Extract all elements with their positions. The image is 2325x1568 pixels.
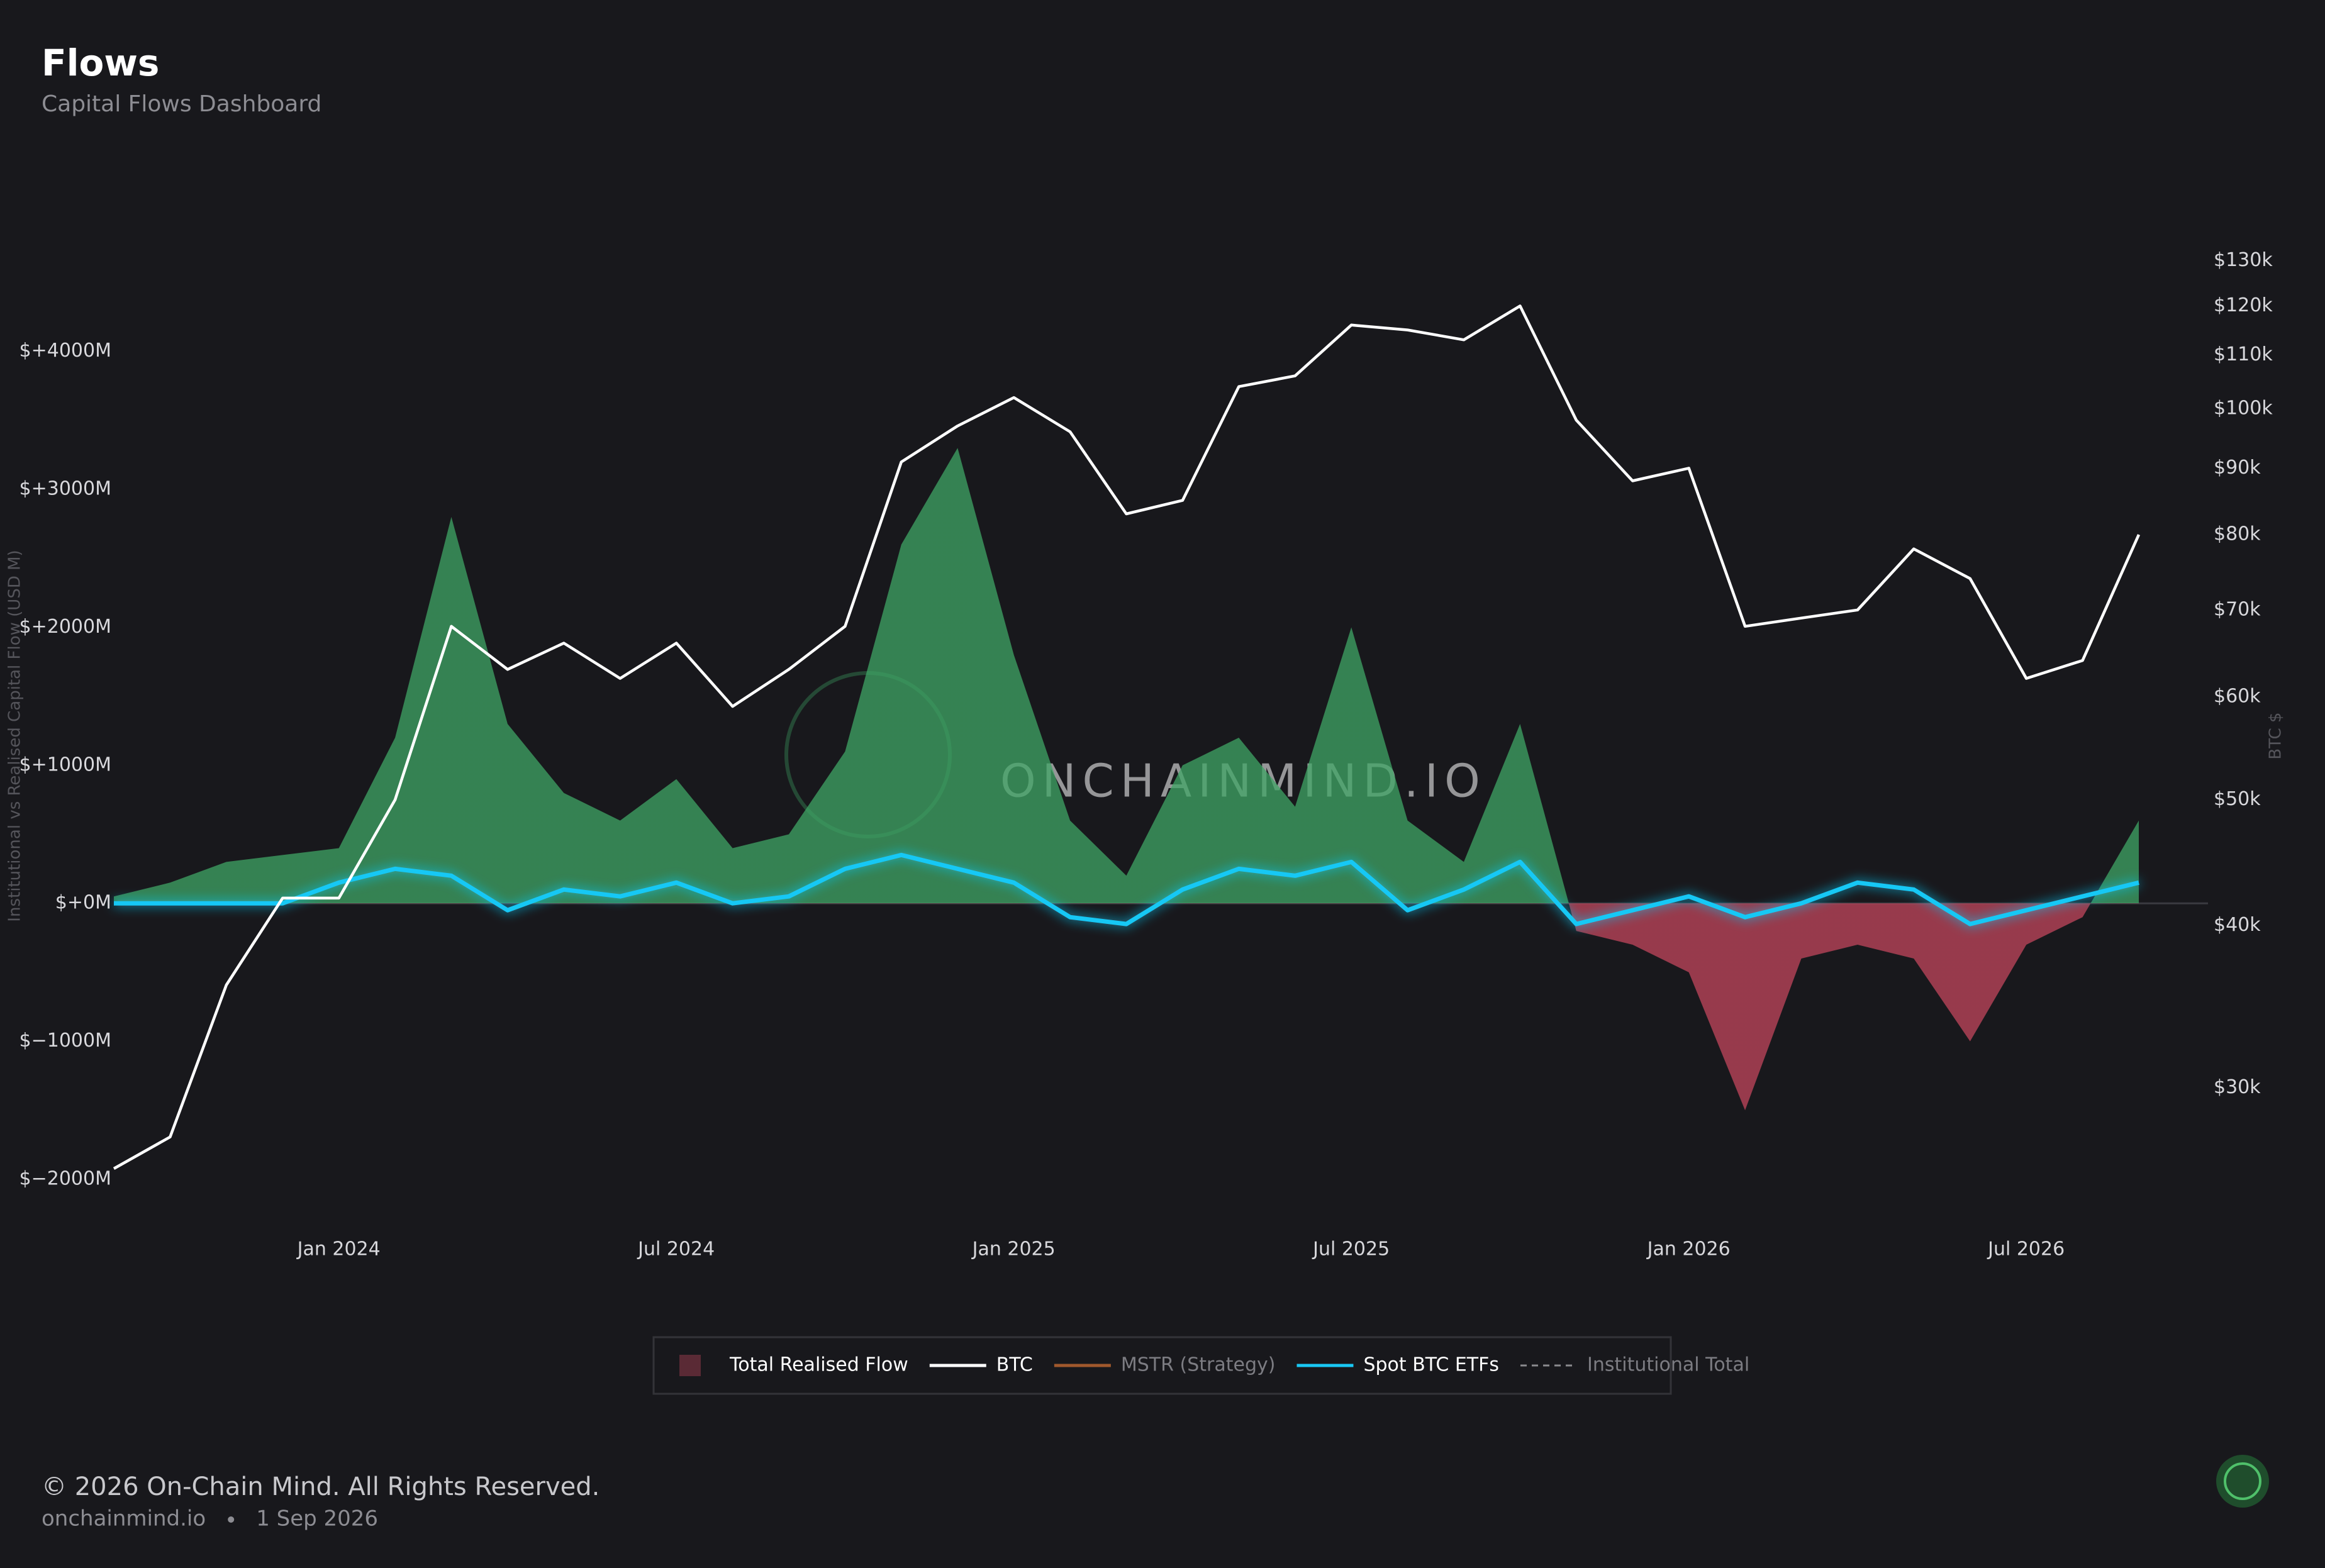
y2-tick-label: $120k: [2214, 294, 2273, 316]
logo: [2216, 1455, 2269, 1508]
y-tick-label: $+3000M: [20, 477, 111, 499]
y2-axis-title: BTC $: [2266, 712, 2285, 759]
x-tick-label: Jul 2024: [637, 1238, 715, 1260]
x-tick-label: Jan 2025: [971, 1238, 1056, 1260]
glow-line: [114, 852, 2139, 926]
chart-title: Flows: [42, 42, 159, 84]
x-tick-label: Jan 2024: [296, 1238, 381, 1260]
x-tick-label: Jul 2026: [1987, 1238, 2065, 1260]
y2-tick-label: $100k: [2214, 397, 2273, 419]
y2-tick-label: $80k: [2214, 523, 2261, 545]
legend-label: Spot BTC ETFs: [1363, 1354, 1499, 1376]
y2-tick-label: $90k: [2214, 457, 2261, 479]
y2-tick-label: $110k: [2214, 343, 2273, 365]
legend: Total Realised Flow BTC MSTR (Strategy) Spo…: [679, 1354, 1749, 1376]
y2-tick-label: $60k: [2214, 686, 2261, 708]
y-tick-label: $+2000M: [20, 616, 111, 638]
y-tick-label: $−2000M: [20, 1168, 111, 1190]
y2-tick-label: $50k: [2214, 788, 2261, 810]
y-tick-label: $+0M: [55, 892, 111, 914]
footer-copyright: © 2026 On-Chain Mind. All Rights Reserve…: [42, 1472, 599, 1501]
footer-separator: [228, 1516, 235, 1523]
line: [113, 304, 2141, 1170]
footer-site: onchainmind.io: [42, 1506, 206, 1532]
realised-flow-area: [114, 448, 2139, 1111]
y2-tick-label: $40k: [2214, 914, 2261, 936]
legend-label: Institutional Total: [1587, 1354, 1749, 1376]
logo-icon-ring: [2224, 1462, 2261, 1500]
legend-label: MSTR (Strategy): [1121, 1354, 1276, 1376]
footer-date: 1 Sep 2026: [256, 1506, 378, 1532]
y2-tick-label: $130k: [2214, 249, 2273, 271]
y2-tick-label: $70k: [2214, 598, 2261, 620]
y-axis-title: Institutional vs Realised Capital Flow (…: [6, 550, 25, 921]
plot-area: ONCHAINMIND.IO: [113, 304, 2208, 1170]
y-tick-label: $+1000M: [20, 753, 111, 776]
legend-label: BTC: [996, 1354, 1033, 1376]
chart-subtitle: Capital Flows Dashboard: [42, 91, 321, 117]
legend-label: Total Realised Flow: [729, 1354, 908, 1376]
legend-box: [652, 1336, 1672, 1395]
x-tick-label: Jul 2025: [1312, 1238, 1390, 1260]
x-tick-label: Jan 2026: [1646, 1238, 1731, 1260]
y2-tick-label: $30k: [2214, 1076, 2261, 1098]
y-tick-label: $−1000M: [20, 1030, 111, 1052]
legend-swatch: [679, 1355, 701, 1376]
y-tick-label: $+4000M: [20, 340, 111, 362]
